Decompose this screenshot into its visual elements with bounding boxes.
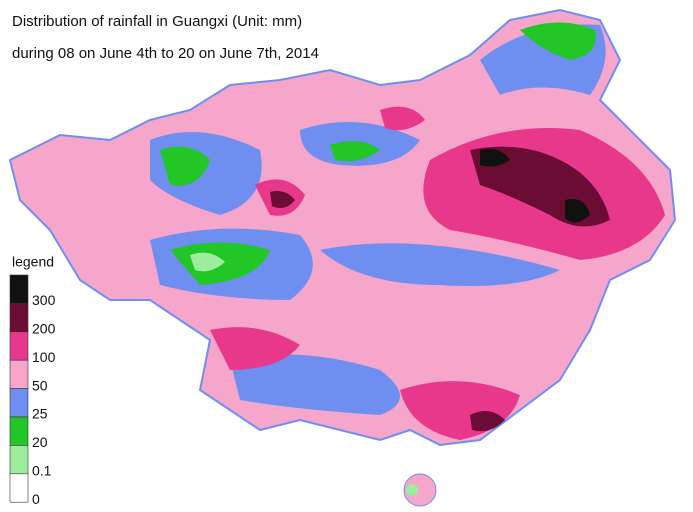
legend-label: 300: [32, 292, 56, 308]
legend-label: 50: [32, 377, 48, 393]
legend-swatch: [9, 445, 29, 475]
legend: legend 300 200 100 50 25 20 0.1 0: [9, 254, 56, 507]
legend-swatch: [9, 359, 29, 389]
legend-swatch: [9, 473, 29, 503]
legend-label: 200: [32, 321, 56, 337]
legend-label: 25: [32, 406, 48, 422]
legend-swatch: [9, 303, 29, 333]
legend-swatch: [9, 274, 29, 304]
province-map: [8, 8, 677, 507]
legend-title: legend: [12, 254, 54, 270]
legend-label: 20: [32, 434, 48, 450]
legend-label: 0: [32, 491, 40, 507]
map-title: Distribution of rainfall in Guangxi (Uni…: [12, 13, 302, 30]
legend-label: 0.1: [32, 463, 52, 479]
legend-swatch: [9, 331, 29, 361]
legend-swatch: [9, 416, 29, 446]
map-subtitle: during 08 on June 4th to 20 on June 7th,…: [12, 45, 319, 62]
legend-label: 100: [32, 349, 56, 365]
legend-swatch: [9, 388, 29, 418]
